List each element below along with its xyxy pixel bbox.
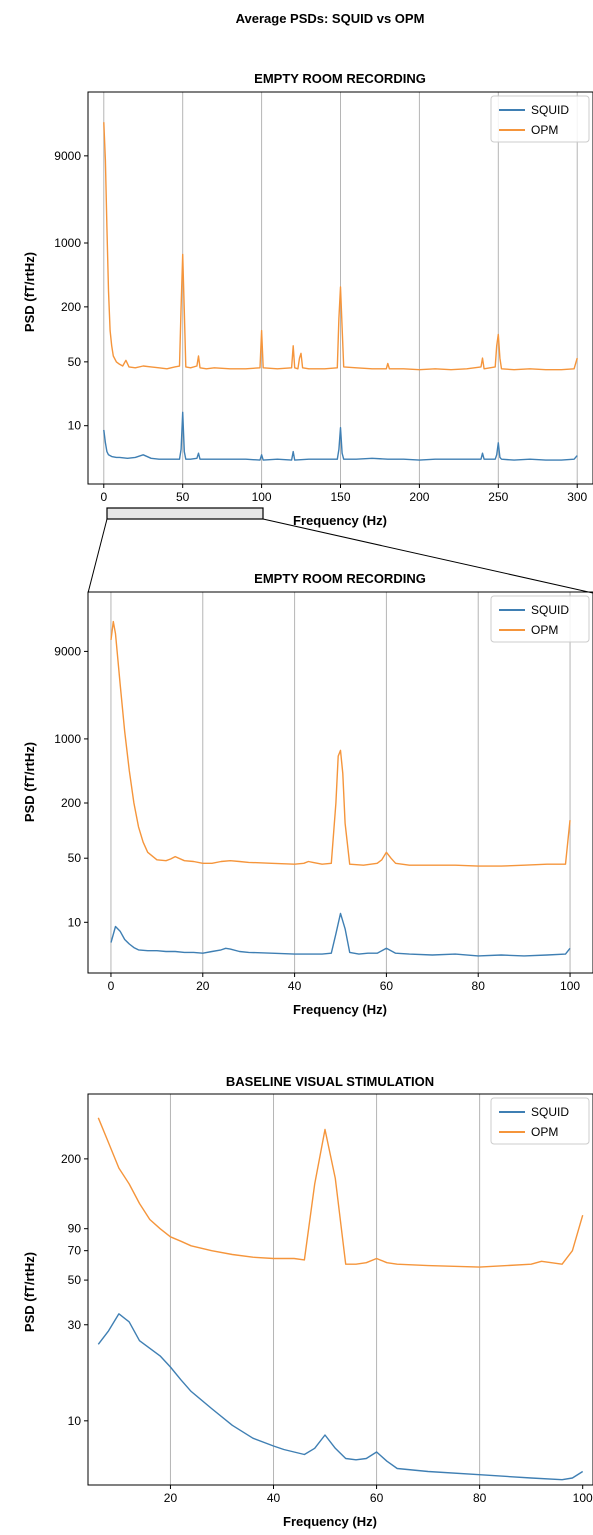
y-tick-label: 10	[68, 419, 82, 433]
chart-empty-room-zoom: EMPTY ROOM RECORDING PSD (fT/rtHz) Frequ…	[22, 571, 593, 1017]
zoom-indicator	[87, 507, 593, 594]
x-tick-label: 0	[100, 490, 107, 504]
y-tick-label: 10	[68, 1414, 82, 1428]
chart-empty-room-full: EMPTY ROOM RECORDING PSD (fT/rtHz) Frequ…	[22, 71, 593, 528]
chart-baseline-visual: BASELINE VISUAL STIMULATION PSD (fT/rtHz…	[22, 1074, 593, 1529]
chart-title: EMPTY ROOM RECORDING	[254, 71, 426, 86]
x-tick-label: 100	[573, 1491, 593, 1505]
x-tick-label: 40	[267, 1491, 281, 1505]
y-tick-label: 9000	[54, 644, 81, 658]
x-axis-label: Frequency (Hz)	[283, 1514, 377, 1529]
x-tick-label: 80	[473, 1491, 487, 1505]
y-tick-label: 9000	[54, 149, 81, 163]
x-axis-label: Frequency (Hz)	[293, 513, 387, 528]
legend-label-opm: OPM	[531, 623, 558, 637]
x-axis-label: Frequency (Hz)	[293, 1002, 387, 1017]
y-axis-label: PSD (fT/rtHz)	[22, 1252, 37, 1332]
y-tick-label: 10	[68, 915, 82, 929]
plot-area: 20 40 60 80 100 10 30 50 70 90 200 SQUID OPM	[61, 1093, 593, 1505]
x-tick-label: 0	[108, 979, 115, 993]
series-line-opm	[110, 620, 571, 867]
chart-title: BASELINE VISUAL STIMULATION	[226, 1074, 434, 1089]
chart-title: EMPTY ROOM RECORDING	[254, 571, 426, 586]
zoom-connector-left	[87, 518, 108, 594]
series-line-squid	[110, 912, 571, 957]
y-tick-label: 200	[61, 1152, 81, 1166]
y-tick-label: 50	[68, 355, 82, 369]
plot-area: 0 20 40 60 80 100 10 50 200 1000 9000 SQUID OPM	[54, 591, 593, 993]
x-tick-label: 50	[176, 490, 190, 504]
x-tick-label: 20	[164, 1491, 178, 1505]
y-tick-label: 50	[68, 851, 82, 865]
y-tick-label: 30	[68, 1318, 82, 1332]
figure-title: Average PSDs: SQUID vs OPM	[236, 11, 425, 26]
series-line-opm	[103, 122, 578, 371]
y-tick-label: 1000	[54, 732, 81, 746]
legend-label-opm: OPM	[531, 123, 558, 137]
x-tick-label: 100	[560, 979, 580, 993]
zoom-range-box	[106, 507, 264, 520]
y-tick-label: 200	[61, 300, 81, 314]
plot-area: 0 50 100 150 200 250 300 10 50 200 1000 9000 SQUID OP…	[54, 91, 593, 504]
y-axis-label: PSD (fT/rtHz)	[22, 252, 37, 332]
series-line-opm	[97, 1117, 584, 1268]
y-tick-label: 70	[68, 1244, 82, 1258]
y-tick-label: 90	[68, 1222, 82, 1236]
legend-label-squid: SQUID	[531, 103, 569, 117]
axes-frame	[87, 1093, 593, 1486]
x-tick-label: 60	[380, 979, 394, 993]
series-line-squid	[103, 411, 578, 461]
zoom-connector-right	[262, 518, 593, 594]
x-tick-label: 150	[330, 490, 350, 504]
x-tick-label: 250	[488, 490, 508, 504]
y-tick-label: 50	[68, 1273, 82, 1287]
y-tick-label: 200	[61, 796, 81, 810]
x-tick-label: 100	[252, 490, 272, 504]
x-tick-label: 80	[472, 979, 486, 993]
x-tick-label: 40	[288, 979, 302, 993]
x-tick-label: 200	[409, 490, 429, 504]
y-tick-label: 1000	[54, 236, 81, 250]
legend-label-opm: OPM	[531, 1125, 558, 1139]
legend-label-squid: SQUID	[531, 1105, 569, 1119]
x-tick-label: 60	[370, 1491, 384, 1505]
legend-label-squid: SQUID	[531, 603, 569, 617]
y-axis-label: PSD (fT/rtHz)	[22, 742, 37, 822]
x-tick-label: 300	[567, 490, 587, 504]
axes-frame	[87, 591, 593, 974]
x-tick-label: 20	[196, 979, 210, 993]
series-line-squid	[97, 1313, 584, 1481]
